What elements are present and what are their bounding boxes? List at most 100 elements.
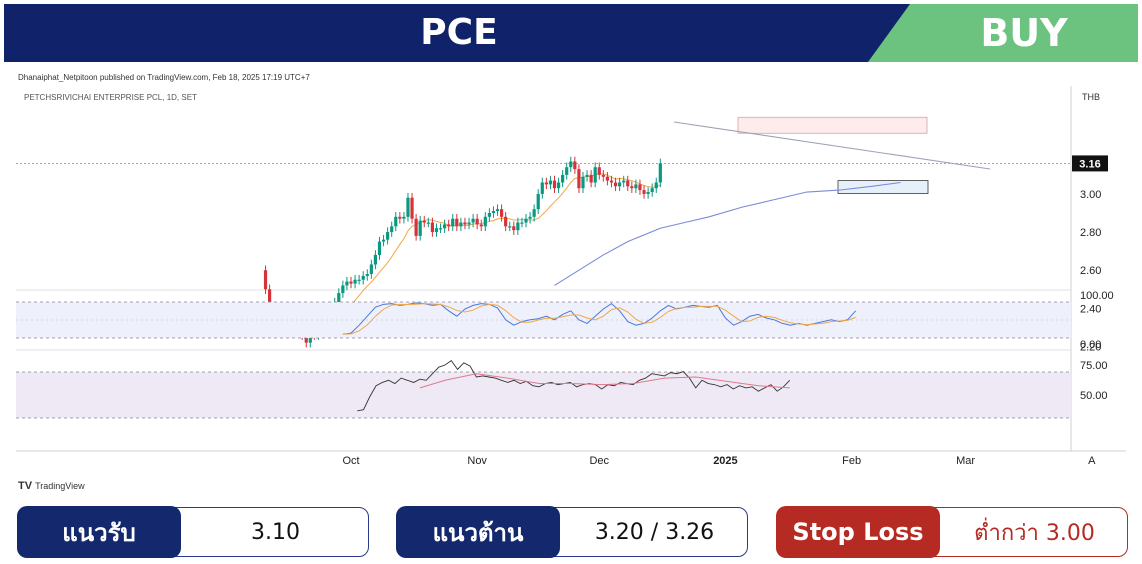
- candle-body: [544, 182, 548, 185]
- candle-body: [642, 190, 646, 194]
- candle-body: [540, 182, 544, 194]
- candle-body: [638, 184, 642, 191]
- ticker-title: PCE: [420, 12, 498, 53]
- candle-body: [609, 180, 614, 183]
- candle-body: [345, 281, 349, 286]
- x-tick-label: Feb: [842, 455, 861, 467]
- candle-body: [634, 184, 638, 189]
- rsi-tick-75: 75.00: [1080, 360, 1108, 372]
- candle-body: [573, 161, 577, 170]
- candle-body: [630, 186, 634, 189]
- x-tick-label: Mar: [956, 455, 975, 467]
- candle-body: [618, 182, 622, 187]
- candle-body: [263, 270, 268, 290]
- candle-body: [353, 279, 357, 284]
- candle-body: [377, 241, 382, 255]
- tradingview-logo: TV TradingView: [18, 480, 85, 492]
- candle-body: [361, 275, 365, 280]
- candle-body: [369, 264, 373, 275]
- stop-loss-value: ต่ำกว่า 3.00: [974, 520, 1095, 546]
- signal-badge: BUY: [868, 4, 1138, 62]
- candle-body: [508, 226, 512, 228]
- candle-body: [597, 167, 601, 175]
- candle-body: [426, 222, 430, 224]
- price-tick-label: 3.00: [1080, 189, 1101, 201]
- x-tick-label: Nov: [467, 455, 487, 467]
- price-tick-label: 2.20: [1080, 341, 1101, 353]
- publisher-line: Dhanaiphat_Netpitoon published on Tradin…: [18, 73, 310, 82]
- candle-body: [487, 212, 491, 217]
- candle-body: [418, 220, 422, 236]
- rsi-line: [357, 360, 791, 412]
- candle-body: [491, 211, 496, 213]
- currency-label: THB: [1082, 92, 1100, 102]
- candle-body: [524, 218, 528, 223]
- candle-body: [654, 182, 658, 189]
- resistance-zone: [737, 116, 928, 134]
- candle-body: [434, 228, 439, 233]
- candle-body: [390, 226, 394, 233]
- candle-body: [561, 174, 565, 183]
- candle-body: [451, 218, 455, 227]
- candle-body: [646, 192, 650, 194]
- candle-body: [402, 216, 406, 219]
- candle-body: [341, 285, 345, 294]
- x-tick-label: 2025: [713, 455, 737, 467]
- candle-body: [479, 224, 483, 227]
- candle-body: [626, 180, 630, 187]
- candle-body: [565, 167, 569, 175]
- resistance-value: 3.20 / 3.26: [594, 519, 715, 545]
- candle-body: [495, 209, 500, 212]
- rsi-tick-50: 50.00: [1080, 390, 1108, 402]
- candle-body: [467, 222, 471, 225]
- candle-body: [365, 274, 369, 276]
- stoch-k-line: [342, 302, 857, 335]
- candle-body: [394, 216, 398, 227]
- last-price-tag: [1072, 155, 1108, 172]
- ema-short-line: [350, 173, 661, 307]
- support-label: แนวรับ: [17, 506, 181, 558]
- candle-body: [589, 174, 593, 183]
- candle-body: [577, 169, 581, 189]
- candle-body: [357, 279, 361, 281]
- x-tick-label: A: [1088, 455, 1096, 467]
- header-bar: PCE BUY: [4, 4, 1138, 62]
- tv-icon: TV: [18, 480, 33, 492]
- candle-body: [304, 335, 308, 343]
- candle-body: [499, 209, 504, 217]
- candle-body: [349, 281, 353, 284]
- last-price-label: 3.16: [1079, 158, 1100, 170]
- candle-body: [410, 197, 414, 219]
- price-tick-label: 2.40: [1080, 303, 1101, 315]
- stop-loss-box: Stop Loss ต่ำกว่า 3.00: [776, 506, 1128, 558]
- candle-body: [438, 228, 443, 230]
- price-tick-label: 2.80: [1080, 227, 1101, 239]
- price-tick-label: 2.60: [1080, 265, 1101, 277]
- candle-body: [613, 182, 618, 187]
- rsi-band: [16, 372, 1071, 418]
- candle-body: [471, 218, 475, 223]
- candle-body: [548, 180, 553, 185]
- candle-body: [593, 167, 597, 183]
- candle-body: [528, 216, 532, 219]
- ema-long-line: [554, 181, 901, 286]
- candle-body: [463, 222, 467, 225]
- candle-body: [386, 232, 390, 240]
- candle-body: [536, 193, 540, 210]
- candle-body: [605, 176, 610, 181]
- candle-body: [406, 197, 410, 217]
- support-box: แนวรับ 3.10: [17, 506, 369, 558]
- tradingview-label: TradingView: [35, 481, 85, 491]
- candle-body: [556, 182, 561, 189]
- candle-body: [585, 174, 589, 177]
- resistance-box: แนวต้าน 3.20 / 3.26: [396, 506, 748, 558]
- stop-loss-label: Stop Loss: [776, 506, 940, 558]
- candle-body: [459, 222, 463, 227]
- stoch-d-line: [342, 303, 856, 335]
- x-tick-label: Oct: [342, 455, 359, 467]
- candle-body: [381, 239, 386, 242]
- candle-body: [552, 180, 557, 189]
- candle-body: [447, 224, 451, 227]
- candle-body: [532, 209, 536, 217]
- candle-body: [512, 226, 516, 231]
